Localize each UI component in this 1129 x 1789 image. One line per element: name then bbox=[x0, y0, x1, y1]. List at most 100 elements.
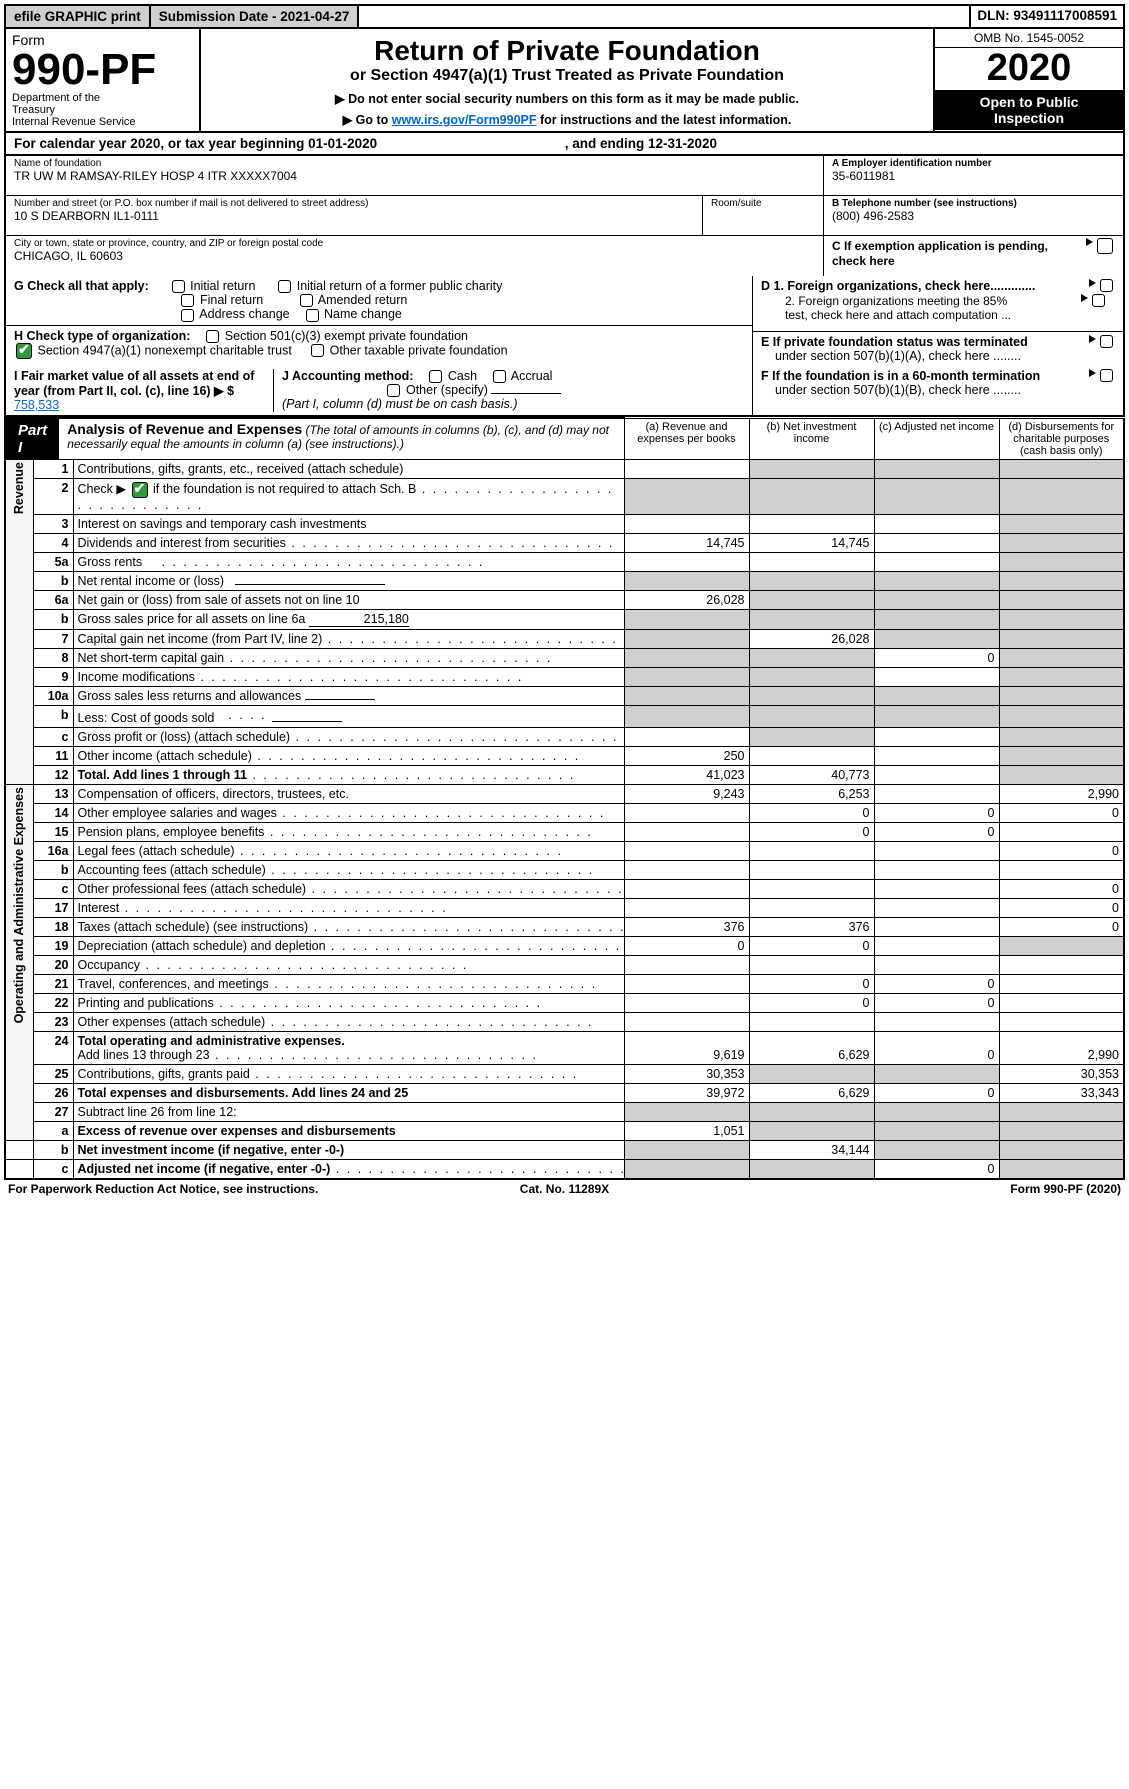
table-row: 7Capital gain net income (from Part IV, … bbox=[5, 629, 1124, 648]
final-return-checkbox[interactable] bbox=[181, 294, 194, 307]
initial-return-public-checkbox[interactable] bbox=[278, 280, 291, 293]
arrow-icon bbox=[1086, 238, 1093, 246]
amended-return-label: Amended return bbox=[318, 293, 408, 307]
calyear-mid: , and ending bbox=[565, 136, 648, 151]
col-d-header: (d) Disbursements for charitable purpose… bbox=[999, 418, 1124, 460]
form-number: 990-PF bbox=[12, 48, 193, 92]
part1-header-row: Part I Analysis of Revenue and Expenses … bbox=[5, 418, 1124, 460]
section-i-label: I Fair market value of all assets at end… bbox=[14, 369, 254, 398]
calyear-end: 12-31-2020 bbox=[648, 136, 717, 151]
table-row: bAccounting fees (attach schedule) bbox=[5, 860, 1124, 879]
section-c-row: C If exemption application is pending, c… bbox=[824, 236, 1123, 276]
table-row: bNet investment income (if negative, ent… bbox=[5, 1140, 1124, 1159]
section-g-label: G Check all that apply: bbox=[14, 279, 149, 293]
table-row: aExcess of revenue over expenses and dis… bbox=[5, 1121, 1124, 1140]
section-i-value: 758,533 bbox=[14, 398, 59, 412]
table-row: Operating and Administrative Expenses 13… bbox=[5, 784, 1124, 803]
section-f: F If the foundation is in a 60-month ter… bbox=[753, 366, 1123, 415]
arrow-icon bbox=[1089, 369, 1096, 377]
e-checkbox[interactable] bbox=[1100, 335, 1113, 348]
table-row: 6aNet gain or (loss) from sale of assets… bbox=[5, 590, 1124, 609]
room-suite-label: Room/suite bbox=[711, 198, 815, 209]
table-row: cAdjusted net income (if negative, enter… bbox=[5, 1159, 1124, 1179]
accounting-other-checkbox[interactable] bbox=[387, 384, 400, 397]
section-i: I Fair market value of all assets at end… bbox=[14, 369, 274, 412]
section-h-label: H Check type of organization: bbox=[14, 329, 190, 343]
4947-checkbox[interactable] bbox=[16, 343, 32, 359]
d2b-label: test, check here and attach computation … bbox=[785, 308, 1011, 322]
initial-return-checkbox[interactable] bbox=[172, 280, 185, 293]
address-change-checkbox[interactable] bbox=[181, 309, 194, 322]
arrow-icon bbox=[1089, 335, 1096, 343]
part1-table: Part I Analysis of Revenue and Expenses … bbox=[4, 417, 1125, 1180]
calendar-year-row: For calendar year 2020, or tax year begi… bbox=[4, 133, 1125, 156]
instr2-pre: ▶ Go to bbox=[343, 113, 392, 127]
table-row: 24Total operating and administrative exp… bbox=[5, 1031, 1124, 1064]
name-change-checkbox[interactable] bbox=[306, 309, 319, 322]
section-e-row: E If private foundation status was termi… bbox=[753, 332, 1123, 366]
col-a-header: (a) Revenue and expenses per books bbox=[624, 418, 749, 460]
footer-left: For Paperwork Reduction Act Notice, see … bbox=[8, 1182, 379, 1196]
ein-value: 35-6011981 bbox=[832, 169, 1115, 183]
amended-return-checkbox[interactable] bbox=[300, 294, 313, 307]
table-row: 11Other income (attach schedule)250 bbox=[5, 746, 1124, 765]
revenue-side-label: Revenue bbox=[5, 460, 33, 785]
efile-print-button[interactable]: efile GRAPHIC print bbox=[6, 6, 151, 27]
header-right: OMB No. 1545-0052 2020 Open to PublicIns… bbox=[933, 29, 1123, 131]
d2a-label: 2. Foreign organizations meeting the 85% bbox=[785, 294, 1007, 308]
e2-label: under section 507(b)(1)(A), check here .… bbox=[761, 349, 1021, 363]
dept-line2: Treasury bbox=[12, 104, 193, 116]
topbar-spacer bbox=[359, 6, 971, 27]
accounting-cash-checkbox[interactable] bbox=[429, 370, 442, 383]
calyear-pre: For calendar year 2020, or tax year begi… bbox=[14, 136, 308, 151]
address-row: Number and street (or P.O. box number if… bbox=[6, 196, 703, 236]
table-row: 4Dividends and interest from securities1… bbox=[5, 533, 1124, 552]
table-row: 14Other employee salaries and wages000 bbox=[5, 803, 1124, 822]
table-row: 3Interest on savings and temporary cash … bbox=[5, 514, 1124, 533]
address-label: Number and street (or P.O. box number if… bbox=[14, 198, 694, 209]
dept-line3: Internal Revenue Service bbox=[12, 116, 193, 128]
form-header: Form 990-PF Department of the Treasury I… bbox=[4, 29, 1125, 133]
identity-block: Name of foundation TR UW M RAMSAY-RILEY … bbox=[4, 156, 1125, 276]
section-g-row: G Check all that apply: Initial return I… bbox=[6, 276, 752, 326]
501c3-checkbox[interactable] bbox=[206, 330, 219, 343]
section-j-label: J Accounting method: bbox=[282, 369, 413, 383]
table-row: 21Travel, conferences, and meetings00 bbox=[5, 974, 1124, 993]
accounting-accrual-label: Accrual bbox=[511, 369, 553, 383]
table-row: 8Net short-term capital gain0 bbox=[5, 648, 1124, 667]
section-j: J Accounting method: Cash Accrual Other … bbox=[274, 369, 744, 412]
submission-date-button[interactable]: Submission Date - 2021-04-27 bbox=[151, 6, 360, 27]
accounting-other-label: Other (specify) bbox=[406, 383, 488, 397]
col-c-header: (c) Adjusted net income bbox=[874, 418, 999, 460]
other-taxable-checkbox[interactable] bbox=[311, 344, 324, 357]
address-change-label: Address change bbox=[199, 307, 289, 321]
public-inspection-badge: Open to PublicInspection bbox=[935, 90, 1123, 130]
table-row: 17Interest0 bbox=[5, 898, 1124, 917]
table-row: 19Depreciation (attach schedule) and dep… bbox=[5, 936, 1124, 955]
instructions-link[interactable]: www.irs.gov/Form990PF bbox=[392, 113, 537, 127]
d2-checkbox[interactable] bbox=[1092, 294, 1105, 307]
f-checkbox[interactable] bbox=[1100, 369, 1113, 382]
accounting-other-field[interactable] bbox=[491, 393, 561, 394]
sch-b-checkbox[interactable] bbox=[132, 482, 148, 498]
d1-checkbox[interactable] bbox=[1100, 279, 1113, 292]
part1-description: Analysis of Revenue and Expenses (The to… bbox=[59, 419, 623, 459]
accounting-accrual-checkbox[interactable] bbox=[493, 370, 506, 383]
arrow-icon bbox=[1089, 279, 1096, 287]
foundation-name-row: Name of foundation TR UW M RAMSAY-RILEY … bbox=[6, 156, 823, 196]
f2-label: under section 507(b)(1)(B), check here .… bbox=[761, 383, 1021, 397]
section-h-row: H Check type of organization: Section 50… bbox=[6, 326, 752, 362]
section-j-note: (Part I, column (d) must be on cash basi… bbox=[282, 397, 518, 411]
form-instr1: ▶ Do not enter social security numbers o… bbox=[209, 91, 925, 106]
501c3-label: Section 501(c)(3) exempt private foundat… bbox=[225, 329, 468, 343]
table-row: 23Other expenses (attach schedule) bbox=[5, 1012, 1124, 1031]
city-row: City or town, state or province, country… bbox=[6, 236, 823, 276]
table-row: 5aGross rents bbox=[5, 552, 1124, 571]
city-label: City or town, state or province, country… bbox=[14, 238, 815, 249]
table-row: 20Occupancy bbox=[5, 955, 1124, 974]
table-row: 10aGross sales less returns and allowanc… bbox=[5, 686, 1124, 705]
section-c-checkbox[interactable] bbox=[1097, 238, 1113, 254]
table-row: cOther professional fees (attach schedul… bbox=[5, 879, 1124, 898]
final-return-label: Final return bbox=[200, 293, 263, 307]
table-row: bLess: Cost of goods sold bbox=[5, 705, 1124, 727]
